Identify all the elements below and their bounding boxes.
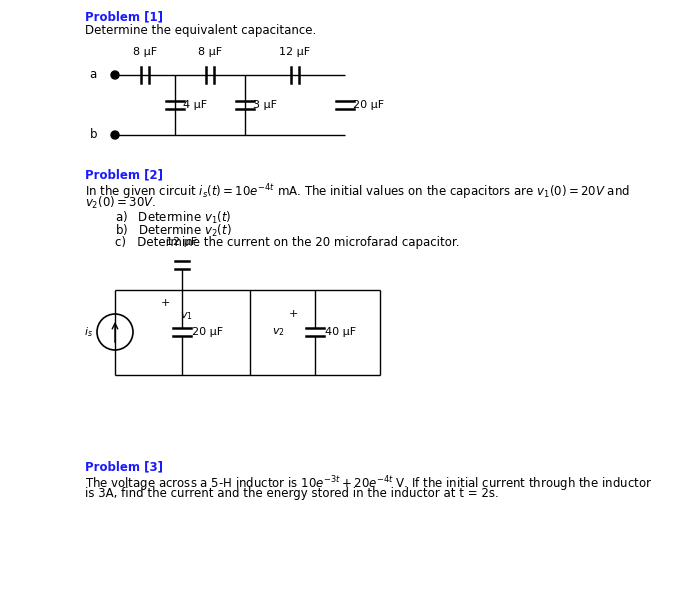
- Text: Determine the equivalent capacitance.: Determine the equivalent capacitance.: [85, 24, 316, 37]
- Text: +: +: [288, 309, 298, 319]
- Text: 12 μF: 12 μF: [279, 47, 311, 57]
- Text: 8 μF: 8 μF: [198, 47, 222, 57]
- Text: Problem [1]: Problem [1]: [85, 10, 163, 23]
- Text: $v_1$: $v_1$: [180, 310, 193, 322]
- Text: 20 μF: 20 μF: [192, 327, 223, 337]
- Text: Problem [3]: Problem [3]: [85, 460, 163, 473]
- Text: $i_s$: $i_s$: [84, 325, 93, 339]
- Text: $v_2$: $v_2$: [272, 326, 285, 338]
- Text: a: a: [90, 68, 97, 81]
- Text: 20 μF: 20 μF: [353, 100, 384, 110]
- Text: c)   Determine the current on the 20 microfarad capacitor.: c) Determine the current on the 20 micro…: [115, 236, 459, 249]
- Text: 8 μF: 8 μF: [133, 47, 157, 57]
- Circle shape: [111, 131, 119, 139]
- Text: b)   Determine $v_2(t)$: b) Determine $v_2(t)$: [115, 223, 232, 239]
- Text: Problem [2]: Problem [2]: [85, 168, 163, 181]
- Text: a)   Determine $v_1(t)$: a) Determine $v_1(t)$: [115, 210, 232, 226]
- Text: 12 μF: 12 μF: [167, 237, 197, 247]
- Circle shape: [111, 71, 119, 79]
- Text: is 3A, find the current and the energy stored in the inductor at t = 2s.: is 3A, find the current and the energy s…: [85, 487, 498, 500]
- Text: 40 μF: 40 μF: [325, 327, 356, 337]
- Text: In the given circuit $i_s(t) = 10e^{-4t}$ mA. The initial values on the capacito: In the given circuit $i_s(t) = 10e^{-4t}…: [85, 182, 630, 201]
- Text: $v_2(0) = 30V$.: $v_2(0) = 30V$.: [85, 195, 156, 211]
- Text: The voltage across a 5-H inductor is $10e^{-3t} + 20e^{-4t}$ V. If the initial c: The voltage across a 5-H inductor is $10…: [85, 474, 652, 493]
- Text: b: b: [90, 129, 97, 142]
- Text: +: +: [160, 298, 170, 308]
- Text: 3 μF: 3 μF: [253, 100, 277, 110]
- Text: 4 μF: 4 μF: [183, 100, 207, 110]
